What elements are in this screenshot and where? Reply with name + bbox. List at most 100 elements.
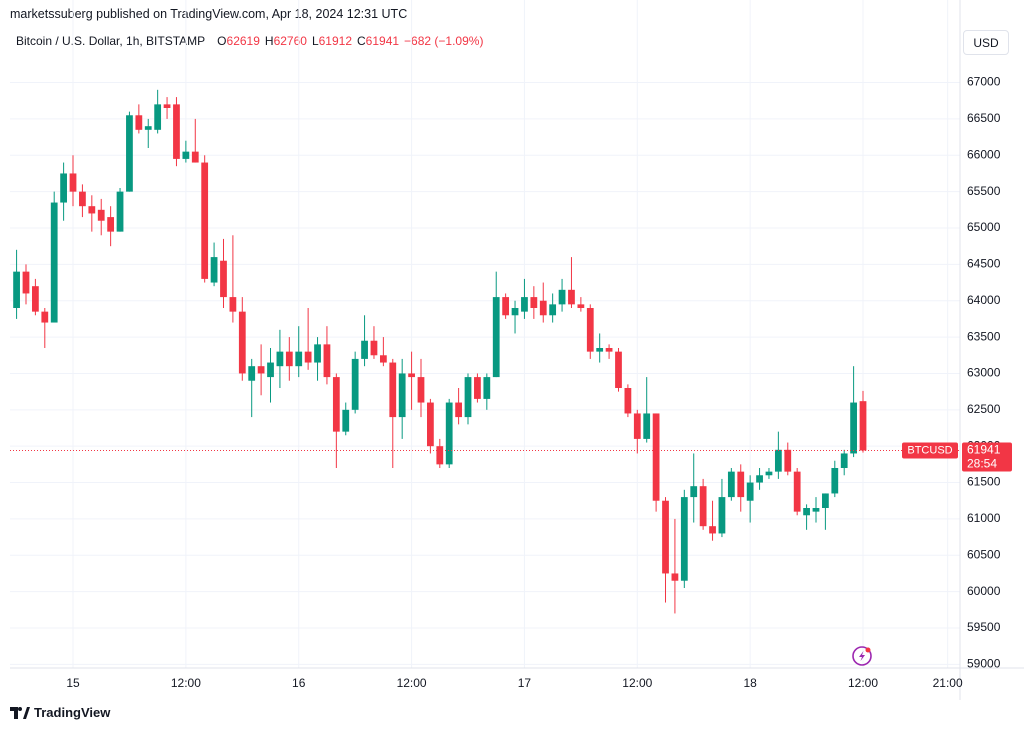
x-tick-label: 16 xyxy=(292,676,306,690)
candle-body xyxy=(812,508,820,512)
candle-body xyxy=(257,366,265,374)
candle-body xyxy=(314,344,321,363)
candle-body xyxy=(699,486,707,527)
candle-body xyxy=(680,497,688,581)
candle-body xyxy=(370,340,378,356)
currency-button[interactable]: USD xyxy=(963,30,1009,55)
grid xyxy=(10,0,960,668)
candle-body xyxy=(831,468,839,494)
candle-body xyxy=(859,401,867,451)
candle-body xyxy=(822,493,829,508)
candle-body xyxy=(615,351,622,388)
candle-body xyxy=(727,471,735,498)
candle-body xyxy=(793,471,801,512)
candle-body xyxy=(474,377,481,399)
y-tick-label: 66000 xyxy=(967,147,1001,161)
candle-body xyxy=(398,373,406,418)
candle-body xyxy=(511,308,519,316)
candle-body xyxy=(88,206,96,214)
y-tick-label: 63000 xyxy=(967,366,1001,380)
candle-body xyxy=(295,351,303,367)
candle-body xyxy=(690,486,698,498)
candle-body xyxy=(408,373,415,378)
candle-body xyxy=(135,115,143,130)
x-tick-label: 17 xyxy=(518,676,532,690)
candle-body xyxy=(633,413,641,439)
candle-body xyxy=(427,402,434,447)
x-tick-label: 21:00 xyxy=(933,676,963,690)
ohlc-label: C xyxy=(357,34,366,48)
candle-body xyxy=(784,449,792,472)
candle-body xyxy=(267,362,274,378)
candle-body xyxy=(163,104,171,108)
price-tag-bg xyxy=(962,442,1012,472)
candle-body xyxy=(774,449,782,472)
candle-body xyxy=(13,271,20,308)
candle-body xyxy=(445,402,453,465)
candle-body xyxy=(586,308,594,352)
candle-body xyxy=(530,297,538,308)
tv-logo xyxy=(10,706,30,719)
y-tick-label: 59000 xyxy=(967,657,1001,671)
candle-body xyxy=(652,413,660,501)
ohlc-label: L xyxy=(311,34,319,48)
candle-body xyxy=(379,355,387,363)
ohlc-value: 61941 xyxy=(365,34,400,48)
candle-body xyxy=(596,348,604,352)
candle-body xyxy=(521,297,528,312)
candle-body xyxy=(323,344,331,378)
x-tick-label: 12:00 xyxy=(848,676,878,690)
candle-body xyxy=(464,377,472,418)
candle-body xyxy=(361,340,368,359)
y-tick-label: 64000 xyxy=(967,293,1001,307)
y-tick-label: 62500 xyxy=(967,402,1001,416)
candle-body xyxy=(568,289,575,305)
publisher-line: marketssuberg published on TradingView.c… xyxy=(10,7,408,21)
y-tick-label: 65000 xyxy=(967,220,1001,234)
candle-body xyxy=(304,351,312,363)
candle-body xyxy=(539,300,547,316)
candle-body xyxy=(154,104,162,130)
candle-body xyxy=(107,217,115,232)
candle-body xyxy=(624,388,632,414)
candle-body xyxy=(69,173,77,192)
candle-body xyxy=(436,446,444,465)
candle-body xyxy=(116,191,124,232)
symbol-tag-bg xyxy=(902,442,958,459)
x-tick-label: 12:00 xyxy=(622,676,652,690)
ohlc-value: 61912 xyxy=(318,34,352,48)
candle-body xyxy=(803,508,810,516)
symbol: Bitcoin / U.S. Dollar, 1h, BITSTAMP xyxy=(16,34,206,48)
candle-body xyxy=(351,358,359,410)
y-tick-label: 65500 xyxy=(967,184,1001,198)
y-tick-label: 67000 xyxy=(967,75,1001,89)
candle-body xyxy=(50,202,58,323)
footer: TradingView xyxy=(10,705,110,720)
candle-body xyxy=(210,257,218,283)
y-tick-label: 60000 xyxy=(967,584,1001,598)
candle-body xyxy=(248,366,256,381)
candle-body xyxy=(605,348,613,352)
candle-body xyxy=(765,471,773,476)
candle-body xyxy=(643,413,651,439)
candle-body xyxy=(840,453,848,468)
candle-body xyxy=(41,311,49,323)
candle-body xyxy=(238,311,246,374)
candle-body xyxy=(455,402,462,418)
candle-body xyxy=(502,297,510,316)
candle-body xyxy=(850,402,857,454)
candle-body xyxy=(756,475,763,483)
y-tick-label: 64500 xyxy=(967,257,1001,271)
candle-body xyxy=(22,271,30,294)
chart: 5900059500600006050061000615006200062500… xyxy=(10,0,1024,700)
y-tick-label: 61000 xyxy=(967,511,1001,525)
y-tick-label: 59500 xyxy=(967,620,1001,634)
candle-body xyxy=(671,573,679,581)
candle-body xyxy=(191,151,199,163)
y-tick-label: 63500 xyxy=(967,329,1001,343)
x-tick-label: 12:00 xyxy=(171,676,201,690)
candle-body xyxy=(709,526,716,534)
candle-body xyxy=(144,126,152,130)
candle-body xyxy=(229,297,237,312)
candle-body xyxy=(97,209,105,221)
